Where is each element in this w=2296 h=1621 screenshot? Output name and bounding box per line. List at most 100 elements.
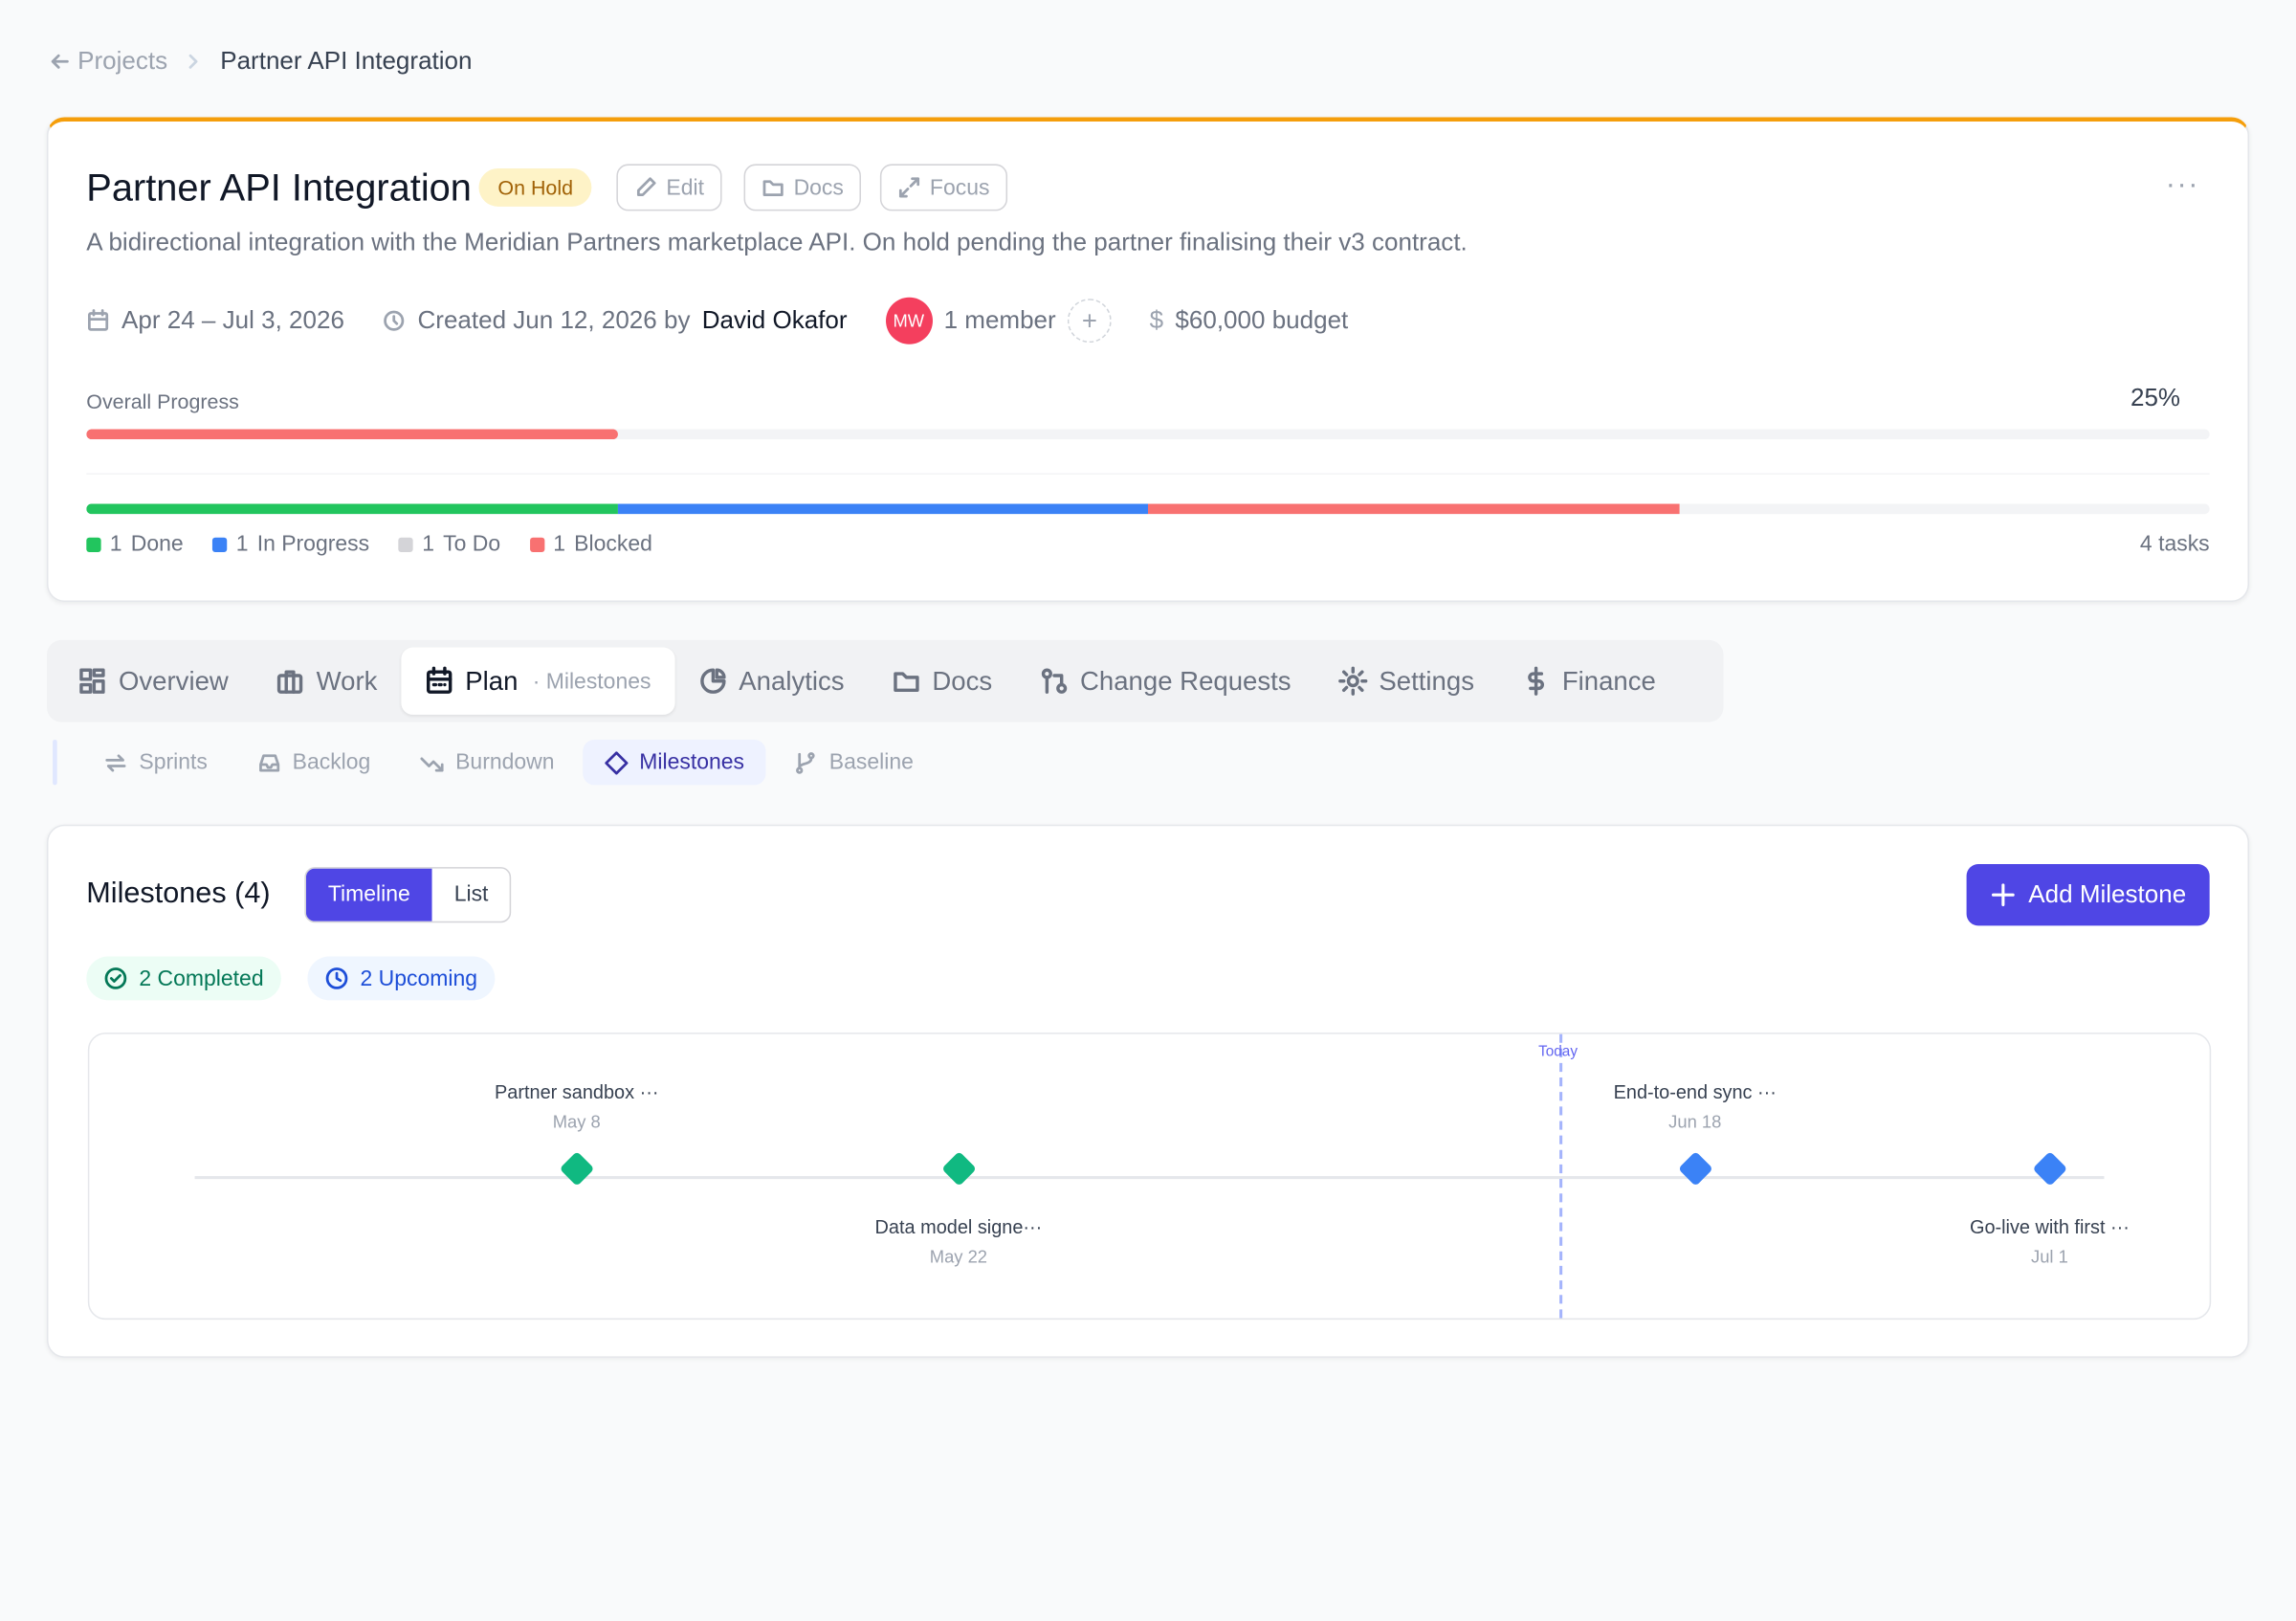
text: Work [316,665,378,696]
status-segment [1147,503,1679,515]
subtab-active[interactable]: Milestones [582,739,766,786]
task-total: 4 tasks [2140,532,2210,557]
add-milestone-button[interactable]: Add Milestone [1967,864,2210,926]
milestone-date: Jul 1 [2031,1246,2068,1267]
text: Finance [1561,665,1656,696]
tab[interactable]: Settings [1314,648,1497,715]
text: Sprints [139,749,208,775]
text: Burndown [455,749,555,775]
budget: $60,000 budget [1175,305,1349,334]
legend-item: 1 To Do [398,531,501,557]
docs-button[interactable]: Docs [743,164,862,211]
avatar: MW [885,297,933,344]
text: Backlog [292,749,371,775]
milestone-marker [940,1151,977,1187]
milestone-marker [1677,1151,1713,1187]
timeline-axis [194,1176,2105,1180]
status-legend: 1 Done 1 In Progress 1 To Do 1 Blocked [86,532,681,557]
view-toggle: Timeline List [304,867,512,923]
tab[interactable]: Docs [868,648,1016,715]
project-card: Partner API Integration On Hold Edit Doc… [46,117,2250,603]
text: Edit [666,174,705,200]
legend-count: 1 [422,531,434,557]
legend-item: 1 In Progress [212,532,369,557]
tab[interactable]: Analytics [674,648,868,715]
legend-label: In Progress [256,531,370,557]
milestone-label: End-to-end sync ··· Jun 18 [1614,1081,1777,1133]
milestone-name: Data model signe··· [874,1215,1043,1238]
status-bar [86,503,2210,515]
tab-active[interactable]: Plan · Milestones [400,647,674,715]
text: Projects [77,46,168,76]
subtabs: Sprints Backlog Burndown Milestones Base… [82,739,936,786]
milestone-marker [2032,1151,2067,1187]
upcoming-badge: 2 Upcoming [307,956,496,1001]
text: Add Milestone [2028,879,2187,908]
count: 4 [2139,531,2152,557]
progress-label: Overall Progress [86,389,239,413]
legend-swatch [86,536,101,552]
status-badge: On Hold [478,168,592,207]
title: Partner API Integration [86,165,472,210]
text: Docs [932,665,993,696]
dates: Apr 24 – Jul 3, 2026 [121,305,344,334]
label: tasks [2158,531,2210,557]
tab[interactable]: Finance [1497,648,1679,715]
legend-count: 1 [553,531,566,557]
text: Change Requests [1080,665,1292,696]
subtab[interactable]: Backlog [235,740,392,785]
milestone-name: End-to-end sync ··· [1613,1080,1777,1103]
milestone-label: Data model signe··· May 22 [875,1215,1043,1267]
more-menu[interactable]: ··· [2165,168,2199,201]
text: 2 Completed [139,966,264,991]
milestone-date: May 22 [929,1246,988,1267]
status-segment [1679,504,2210,515]
subtab-rail [53,739,57,786]
timeline-view[interactable]: Timeline [305,868,432,922]
created: Created Jun 12, 2026 by [417,305,691,334]
text: Settings [1379,665,1474,696]
text: Focus [929,174,990,200]
members: 1 member [943,305,1056,334]
status-segment [86,503,618,515]
current: Partner API Integration [220,46,473,76]
edit-button[interactable]: Edit [616,164,722,211]
legend-label: Done [130,531,184,557]
legend-swatch [529,536,545,552]
add-member[interactable]: + [1067,299,1112,344]
milestone-marker [559,1151,595,1187]
list-view[interactable]: List [453,881,489,907]
subtab[interactable]: Burndown [398,740,576,785]
subtab[interactable]: Baseline [772,740,936,785]
milestone-label: Go-live with first ··· Jul 1 [1970,1215,2130,1267]
divider [86,473,2210,475]
progress-fill [86,429,618,440]
description: A bidirectional integration with the Mer… [86,228,1468,256]
text: Milestones [639,749,745,775]
progress-track [86,429,2210,440]
milestone-date: Jun 18 [1668,1111,1722,1133]
timeline: Today Partner sandbox ··· May 8 Data model… [87,1033,2212,1321]
legend-count: 1 [109,531,122,557]
creator: David Okafor [701,305,848,334]
milestones-card: Milestones (4) Timeline List Add Milesto… [46,824,2250,1358]
tabs: Overview Work Plan · Milestones Analytics… [46,639,1724,722]
milestone-label: Partner sandbox ··· May 8 [495,1081,658,1133]
milestone-name: Go-live with first ··· [1969,1215,2130,1238]
back-link[interactable]: Projects [49,47,168,77]
legend-item: 1 Done [86,531,184,557]
subtab[interactable]: Sprints [82,740,230,785]
legend-swatch [212,536,228,552]
today-line [1559,1033,1563,1319]
tab[interactable]: Work [252,648,401,715]
tab[interactable]: Change Requests [1016,648,1314,715]
progress-value: 25% [2130,384,2181,412]
focus-button[interactable]: Focus [879,164,1007,211]
legend-item: 1 Blocked [529,531,652,557]
text: Docs [793,174,844,200]
text: Plan [465,665,519,696]
legend-label: To Do [443,531,501,557]
status-segment [617,503,1148,515]
tab[interactable]: Overview [55,648,253,715]
